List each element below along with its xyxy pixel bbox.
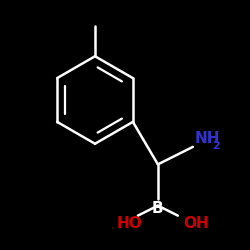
Text: NH: NH [194,130,220,146]
Text: B: B [152,201,164,216]
Text: OH: OH [183,216,209,231]
Text: HO: HO [117,216,142,231]
Text: 2: 2 [212,142,220,152]
